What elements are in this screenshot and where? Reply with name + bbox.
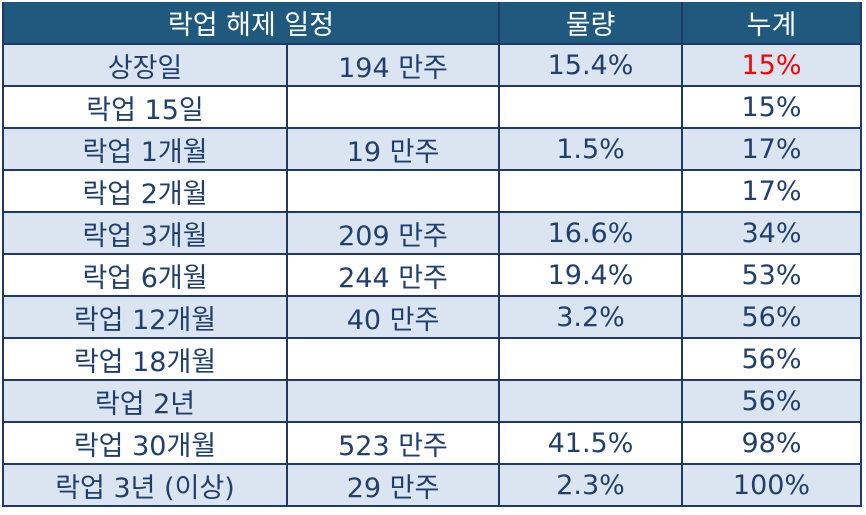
ratio-cell — [500, 171, 683, 211]
table-row: 락업 3개월 209 만주 16.6% 34% — [2, 213, 862, 255]
table-row: 락업 3년 (이상) 29 만주 2.3% 100% — [2, 465, 862, 507]
label-cell: 락업 2개월 — [2, 171, 288, 211]
header-row: 락업 해제 일정 물량 누계 — [2, 2, 862, 45]
cumulative-cell: 17% — [683, 129, 862, 169]
shares-cell — [288, 87, 500, 127]
header-cell: 물량 — [500, 2, 683, 43]
shares-cell — [288, 381, 500, 421]
ratio-cell — [500, 87, 683, 127]
shares-cell: 523 만주 — [288, 423, 500, 463]
shares-cell — [288, 171, 500, 211]
cumulative-cell: 100% — [683, 465, 862, 505]
ratio-cell: 2.3% — [500, 465, 683, 505]
header-cell: 누계 — [683, 2, 862, 43]
ratio-cell — [500, 339, 683, 379]
shares-cell: 19 만주 — [288, 129, 500, 169]
cumulative-cell: 56% — [683, 381, 862, 421]
header-cell: 락업 해제 일정 — [2, 2, 500, 43]
label-cell: 락업 30개월 — [2, 423, 288, 463]
shares-cell: 40 만주 — [288, 297, 500, 337]
shares-cell: 194 만주 — [288, 45, 500, 85]
ratio-cell: 1.5% — [500, 129, 683, 169]
cumulative-cell: 56% — [683, 297, 862, 337]
cumulative-cell: 15% — [683, 45, 862, 85]
label-cell: 상장일 — [2, 45, 288, 85]
cumulative-cell: 15% — [683, 87, 862, 127]
shares-cell: 244 만주 — [288, 255, 500, 295]
ratio-cell: 16.6% — [500, 213, 683, 253]
table-row: 락업 2년 56% — [2, 381, 862, 423]
cumulative-cell: 17% — [683, 171, 862, 211]
label-cell: 락업 2년 — [2, 381, 288, 421]
ratio-cell: 3.2% — [500, 297, 683, 337]
table-row: 상장일 194 만주 15.4% 15% — [2, 45, 862, 87]
label-cell: 락업 1개월 — [2, 129, 288, 169]
cumulative-cell: 53% — [683, 255, 862, 295]
cumulative-cell: 34% — [683, 213, 862, 253]
table-row: 락업 18개월 56% — [2, 339, 862, 381]
table-row: 락업 6개월 244 만주 19.4% 53% — [2, 255, 862, 297]
label-cell: 락업 12개월 — [2, 297, 288, 337]
table-row: 락업 30개월 523 만주 41.5% 98% — [2, 423, 862, 465]
ratio-cell — [500, 381, 683, 421]
shares-cell: 209 만주 — [288, 213, 500, 253]
label-cell: 락업 18개월 — [2, 339, 288, 379]
cumulative-cell: 98% — [683, 423, 862, 463]
ratio-cell: 15.4% — [500, 45, 683, 85]
table-row: 락업 15일 15% — [2, 87, 862, 129]
cumulative-cell: 56% — [683, 339, 862, 379]
table-row: 락업 1개월 19 만주 1.5% 17% — [2, 129, 862, 171]
label-cell: 락업 3년 (이상) — [2, 465, 288, 505]
table-row: 락업 2개월 17% — [2, 171, 862, 213]
shares-cell: 29 만주 — [288, 465, 500, 505]
label-cell: 락업 6개월 — [2, 255, 288, 295]
ratio-cell: 19.4% — [500, 255, 683, 295]
ratio-cell: 41.5% — [500, 423, 683, 463]
shares-cell — [288, 339, 500, 379]
table-row: 락업 12개월 40 만주 3.2% 56% — [2, 297, 862, 339]
label-cell: 락업 3개월 — [2, 213, 288, 253]
label-cell: 락업 15일 — [2, 87, 288, 127]
